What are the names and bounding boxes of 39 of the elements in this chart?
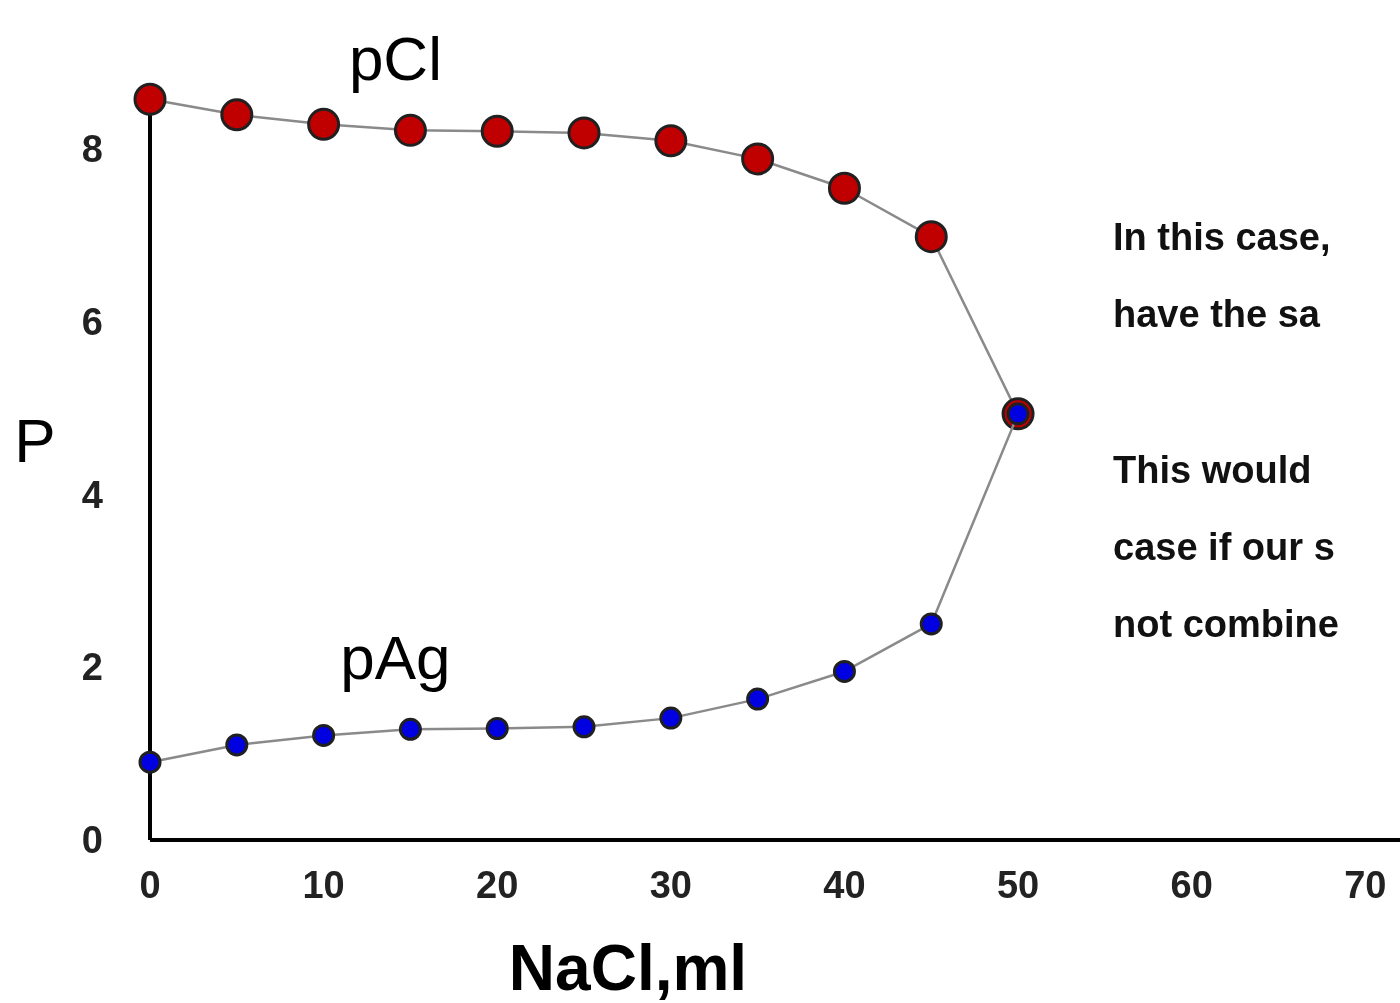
x-tick-label: 50 (996, 864, 1040, 906)
x-axis-title: NaCl,ml (508, 932, 748, 1003)
y-tick-label: 4 (81, 473, 103, 516)
annotation: This would case if our s not combine (1113, 449, 1339, 645)
y-tick-label: 2 (81, 646, 103, 689)
point (827, 171, 861, 205)
point (133, 82, 167, 116)
point (746, 687, 770, 711)
y-tick-label: 6 (81, 300, 103, 343)
point (138, 750, 162, 774)
x-tick-label: 30 (649, 864, 692, 906)
x-tick-label: 70 (1344, 864, 1387, 906)
x-tick-label: 60 (1170, 864, 1213, 906)
x-tick-label: 0 (139, 864, 161, 906)
point (393, 113, 427, 147)
point (659, 706, 683, 730)
point (480, 114, 514, 148)
point (914, 220, 948, 254)
series-label: pAg (340, 623, 451, 693)
point (220, 98, 254, 132)
point (307, 107, 341, 141)
y-tick-label: 0 (81, 819, 103, 862)
series-label: pCl (348, 24, 442, 94)
x-tick-label: 40 (823, 864, 866, 906)
point (741, 142, 775, 176)
point (312, 723, 336, 747)
annotation: In this case, have the sa (1113, 216, 1331, 335)
x-tick-label: 20 (476, 864, 519, 906)
x-tick-label: 10 (302, 864, 345, 906)
point (567, 116, 601, 150)
y-tick-label: 8 (81, 127, 103, 170)
point (225, 733, 249, 757)
point (654, 124, 688, 158)
point (832, 659, 856, 683)
point (485, 717, 509, 740)
y-axis-title: P (14, 406, 56, 475)
point (919, 612, 943, 636)
point (398, 717, 422, 741)
point (572, 715, 596, 739)
